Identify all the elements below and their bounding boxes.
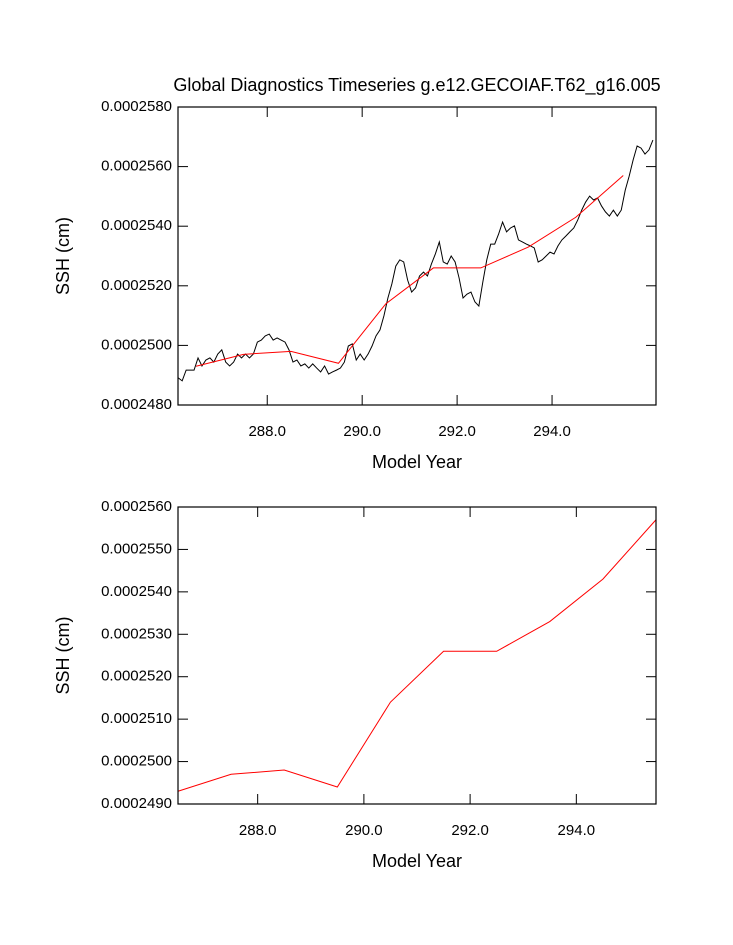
series-line [177, 139, 654, 382]
series-line [195, 175, 624, 367]
plot-frame [177, 506, 657, 805]
chart-title: Global Diagnostics Timeseries g.e12.GECO… [173, 75, 660, 96]
x-tick-label: 294.0 [558, 822, 596, 839]
y-tick-label: 0.0002560 [101, 498, 172, 515]
y-axis-label: SSH (cm) [53, 617, 73, 695]
y-tick-label: 0.0002530 [101, 625, 172, 642]
x-axis-label: Model Year [372, 851, 462, 871]
y-tick-label: 0.0002560 [101, 158, 172, 175]
y-tick-label: 0.0002520 [101, 277, 172, 294]
y-tick-label: 0.0002490 [101, 795, 172, 812]
x-tick-label: 292.0 [438, 423, 476, 440]
plot-frame [177, 106, 657, 406]
y-tick-label: 0.0002520 [101, 668, 172, 685]
series-line [177, 519, 657, 792]
y-tick-label: 0.0002550 [101, 540, 172, 557]
y-axis-label: SSH (cm) [53, 217, 73, 295]
y-tick-label: 0.0002580 [101, 98, 172, 115]
y-tick-label: 0.0002510 [101, 710, 172, 727]
x-tick-label: 290.0 [345, 822, 383, 839]
y-tick-label: 0.0002480 [101, 396, 172, 413]
x-tick-label: 288.0 [239, 822, 277, 839]
x-axis-label: Model Year [372, 452, 462, 472]
y-tick-label: 0.0002540 [101, 583, 172, 600]
x-tick-label: 288.0 [248, 423, 286, 440]
y-tick-label: 0.0002500 [101, 753, 172, 770]
x-tick-label: 292.0 [451, 822, 489, 839]
y-tick-label: 0.0002540 [101, 217, 172, 234]
x-tick-label: 294.0 [533, 423, 571, 440]
y-tick-label: 0.0002500 [101, 336, 172, 353]
x-tick-label: 290.0 [343, 423, 381, 440]
